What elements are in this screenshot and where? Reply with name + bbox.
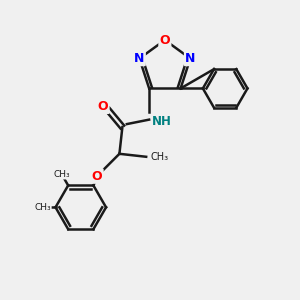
Text: CH₃: CH₃ (34, 203, 51, 212)
Text: O: O (92, 169, 102, 183)
Text: N: N (185, 52, 196, 65)
Text: O: O (160, 34, 170, 46)
Text: NH: NH (152, 115, 172, 128)
Text: N: N (134, 52, 145, 65)
Text: O: O (98, 100, 108, 113)
Text: CH₃: CH₃ (53, 170, 70, 179)
Text: CH₃: CH₃ (151, 152, 169, 162)
